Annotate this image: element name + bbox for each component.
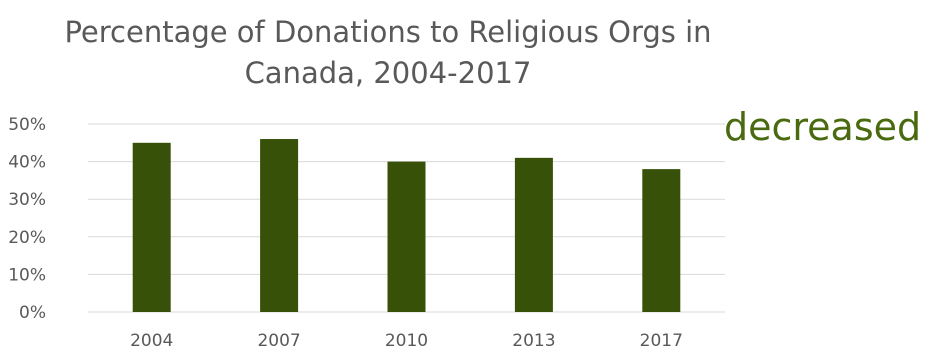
x-tick-label: 2013 [512, 331, 555, 351]
bar-2013 [514, 157, 553, 312]
x-tick-label: 2010 [385, 331, 428, 351]
decreased-annotation: decreased [724, 105, 922, 149]
chart-x-axis: 2004 2007 2010 2013 2017 [130, 331, 683, 351]
bar-2004 [132, 142, 171, 312]
bar-2017 [642, 169, 681, 312]
x-tick-label: 2007 [257, 331, 300, 351]
y-tick-label: 50% [8, 115, 46, 135]
x-tick-label: 2017 [640, 331, 683, 351]
chart-title-line-2: Canada, 2004-2017 [245, 56, 532, 90]
chart-y-axis: 0% 10% 20% 30% 40% 50% [8, 115, 46, 323]
chart-bars [132, 139, 681, 312]
y-tick-label: 10% [8, 265, 46, 285]
bar-2007 [260, 139, 299, 312]
y-tick-label: 30% [8, 190, 46, 210]
chart-title-line-1: Percentage of Donations to Religious Org… [64, 15, 711, 49]
y-tick-label: 40% [8, 153, 46, 173]
x-tick-label: 2004 [130, 331, 173, 351]
y-tick-label: 0% [19, 303, 46, 323]
y-tick-label: 20% [8, 228, 46, 248]
bar-2010 [387, 161, 426, 312]
